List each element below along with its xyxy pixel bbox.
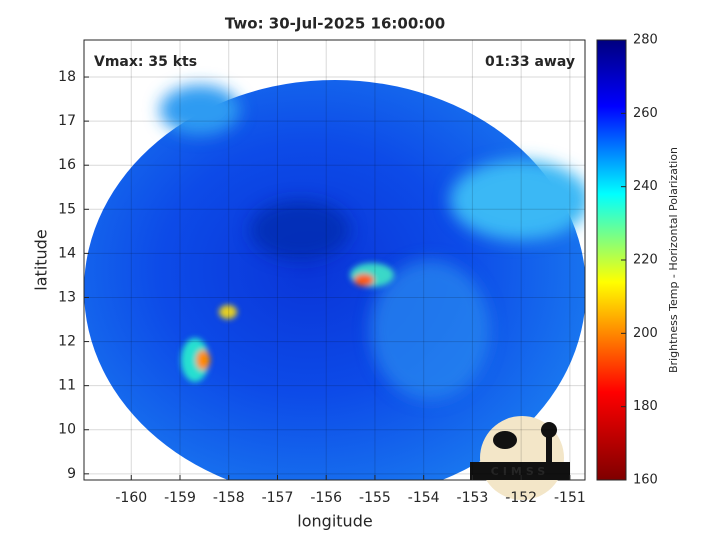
y-tick-label: 16 (58, 157, 76, 173)
y-axis-label: latitude (32, 229, 51, 290)
chart-title: Two: 30-Jul-2025 16:00:00 (225, 15, 445, 33)
y-tick-label: 11 (58, 378, 76, 394)
x-tick-label: -152 (505, 490, 537, 506)
x-axis-label: longitude (297, 512, 372, 531)
y-tick-label: 18 (58, 69, 76, 85)
logo: CIMSS (470, 416, 570, 500)
x-tick-label: -151 (554, 490, 586, 506)
y-tick-label: 17 (58, 113, 76, 129)
x-tick-label: -157 (262, 490, 294, 506)
colorbar-tick-label: 180 (633, 399, 658, 414)
y-tick-label: 12 (58, 334, 76, 350)
plot-frame (83, 39, 586, 481)
y-tick-label: 13 (58, 289, 76, 305)
x-tick-label: -154 (408, 490, 440, 506)
colorbar-tick-label: 220 (633, 253, 658, 268)
colorbar-tick-label: 260 (633, 106, 658, 121)
colorbar-tick-label: 240 (633, 179, 658, 194)
x-tick-label: -158 (213, 490, 245, 506)
annotation: 01:33 away (485, 54, 575, 70)
x-tick-label: -155 (359, 490, 391, 506)
satellite-image (84, 80, 585, 480)
x-tick-label: -159 (164, 490, 196, 506)
colorbar-tick-label: 200 (633, 326, 658, 341)
colorbar-tick-label: 280 (633, 33, 658, 48)
logo-text: CIMSS (491, 465, 549, 478)
colorbar-label: Brightness Temp - Horizontal Polarizatio… (667, 147, 680, 373)
y-tick-label: 14 (58, 245, 76, 261)
y-tick-label: 15 (58, 201, 76, 217)
colorbar-tick-label: 160 (633, 473, 658, 488)
annotation: Vmax: 35 kts (94, 54, 197, 70)
x-tick-label: -156 (310, 490, 342, 506)
x-tick-label: -160 (115, 490, 147, 506)
x-tick-label: -153 (457, 490, 489, 506)
y-tick-label: 9 (67, 466, 76, 482)
y-tick-label: 10 (58, 422, 76, 438)
